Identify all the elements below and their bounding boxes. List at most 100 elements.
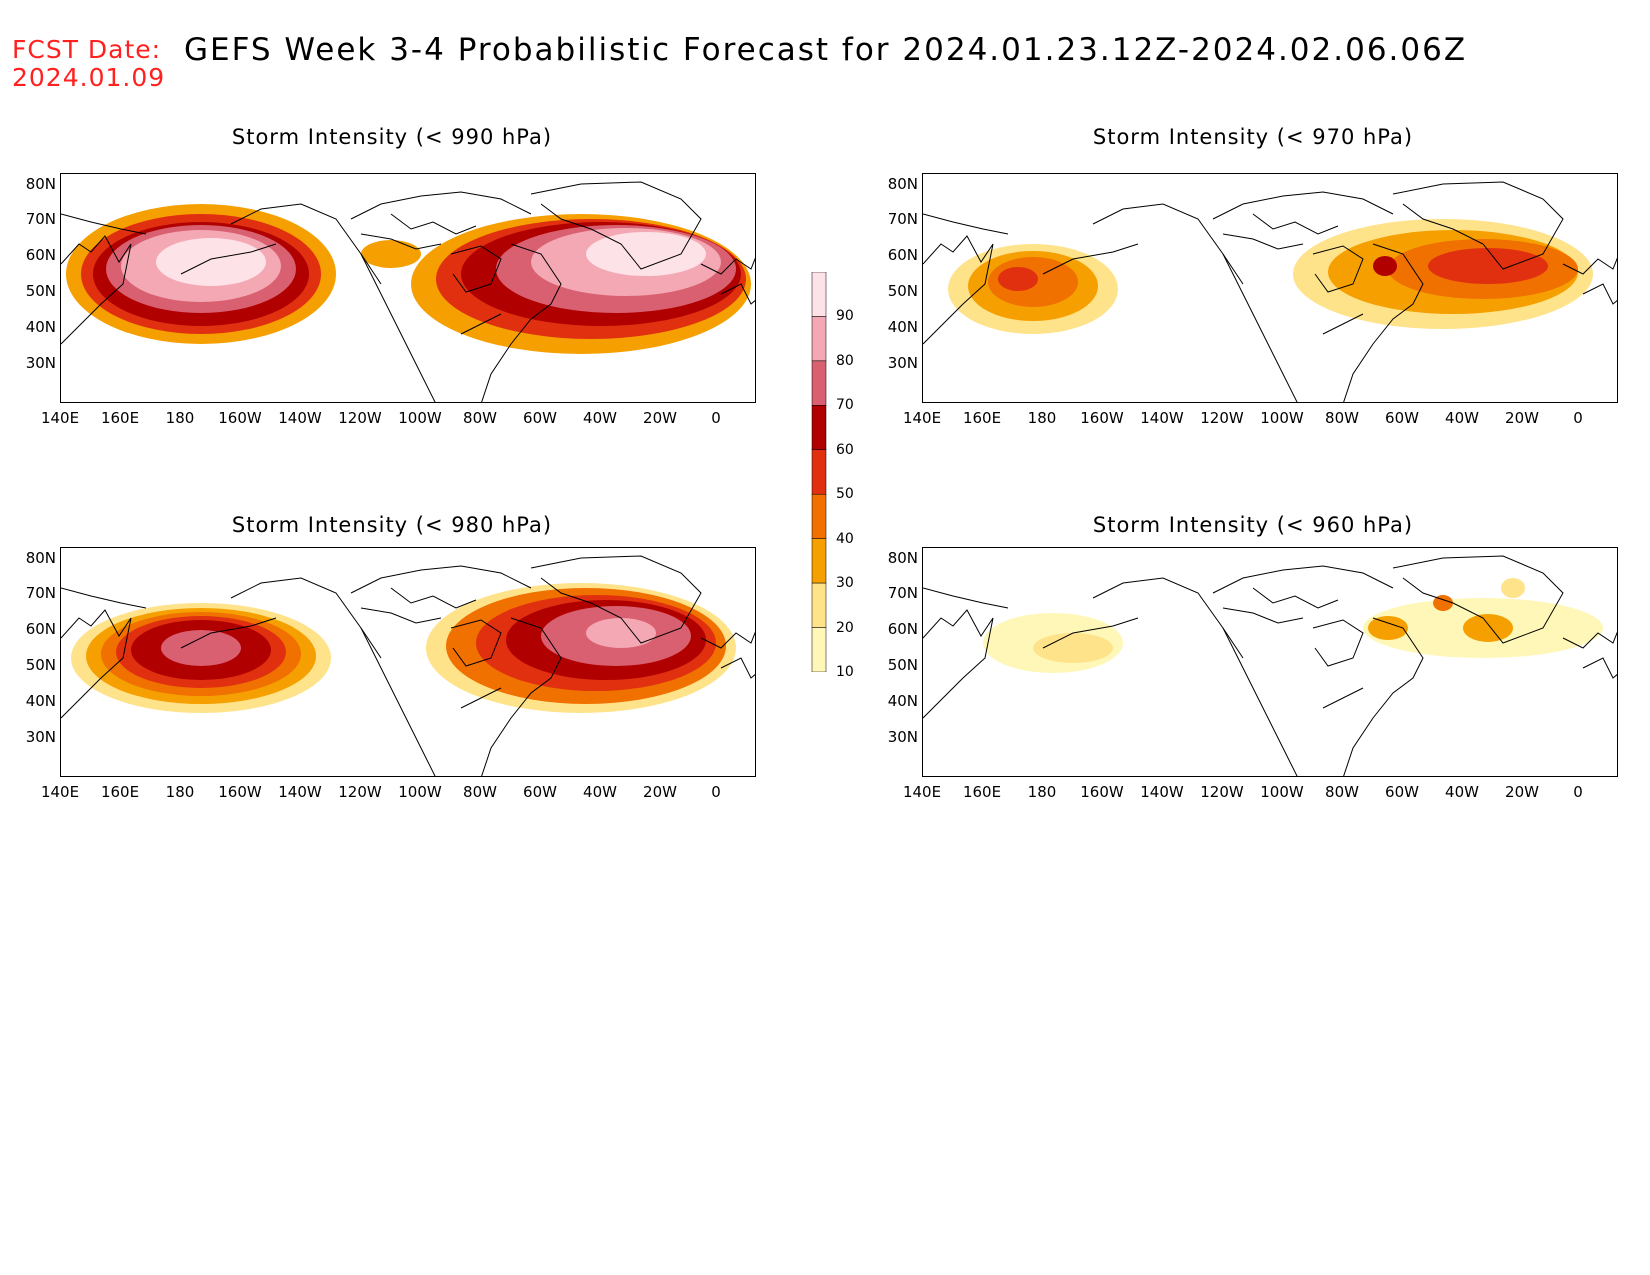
map-svg xyxy=(61,555,755,776)
coastline xyxy=(1092,577,1244,659)
latitude-label: 50N xyxy=(887,656,918,674)
coastline xyxy=(1222,607,1304,624)
coastline xyxy=(1042,243,1139,275)
coastline xyxy=(1222,233,1304,250)
coastline xyxy=(1212,565,1394,594)
coastline xyxy=(1582,657,1617,679)
latitude-label: 40N xyxy=(25,692,56,710)
colorbar-swatch xyxy=(811,493,827,539)
coastline xyxy=(481,617,562,776)
panel-title-970: Storm Intensity (< 970 hPa) xyxy=(1092,125,1414,149)
colorbar-swatch xyxy=(811,582,827,628)
latitude-label: 70N xyxy=(887,210,918,228)
longitude-label: 60W xyxy=(523,409,557,427)
coastline xyxy=(350,565,532,594)
longitude-label: 160E xyxy=(962,783,1002,801)
coastline xyxy=(61,235,132,345)
colorbar-level-label: 50 xyxy=(836,486,854,503)
latitude-label: 60N xyxy=(25,246,56,264)
colorbar-level-label: 30 xyxy=(836,575,854,592)
coastline xyxy=(1092,203,1244,285)
coastline xyxy=(180,617,277,649)
panel-title-980: Storm Intensity (< 980 hPa) xyxy=(231,513,553,537)
longitude-label: 40W xyxy=(1445,409,1479,427)
longitude-label: 20W xyxy=(643,783,677,801)
longitude-label: 180 xyxy=(1027,409,1057,427)
probability-area xyxy=(1433,595,1453,611)
probability-area xyxy=(586,232,706,276)
coastline xyxy=(460,687,502,709)
longitude-label: 160W xyxy=(1080,783,1124,801)
probability-area xyxy=(998,267,1038,291)
map-svg xyxy=(923,181,1617,402)
colorbar-level-label: 20 xyxy=(836,619,854,636)
latitude-label: 40N xyxy=(887,692,918,710)
coastline xyxy=(390,587,477,609)
colorbar-level-label: 40 xyxy=(836,530,854,547)
longitude-label: 80W xyxy=(463,409,497,427)
longitude-label: 180 xyxy=(1027,783,1057,801)
longitude-label: 160W xyxy=(218,409,262,427)
longitude-label: 0 xyxy=(1573,409,1583,427)
latitude-label: 30N xyxy=(887,728,918,746)
map-svg xyxy=(923,555,1617,776)
longitude-label: 40W xyxy=(583,409,617,427)
coastline xyxy=(530,555,702,644)
longitude-label: 40W xyxy=(583,783,617,801)
probability-colorbar xyxy=(811,272,827,672)
longitude-label: 160W xyxy=(1080,409,1124,427)
coastline xyxy=(923,235,994,345)
longitude-label: 160E xyxy=(100,409,140,427)
longitude-label: 140W xyxy=(1140,409,1184,427)
coastline xyxy=(1322,687,1364,709)
coastline xyxy=(230,577,382,659)
coastline xyxy=(360,607,442,624)
colorbar-swatch xyxy=(811,316,827,362)
coastline xyxy=(1582,283,1617,305)
map-panel-980 xyxy=(60,547,756,777)
longitude-label: 80W xyxy=(1325,409,1359,427)
latitude-label: 70N xyxy=(25,210,56,228)
coastline xyxy=(1042,617,1139,649)
coastline xyxy=(180,243,277,275)
longitude-label: 140W xyxy=(278,409,322,427)
latitude-label: 40N xyxy=(887,318,918,336)
coastline xyxy=(923,609,994,719)
coastline xyxy=(1312,245,1364,293)
longitude-label: 140W xyxy=(1140,783,1184,801)
coastline xyxy=(1562,257,1617,275)
colorbar-swatch xyxy=(811,360,827,406)
coastline xyxy=(720,283,755,305)
coastline xyxy=(1252,213,1339,235)
probability-area xyxy=(1463,614,1513,642)
longitude-label: 160E xyxy=(100,783,140,801)
coastline xyxy=(481,243,562,402)
longitude-label: 180 xyxy=(165,409,195,427)
coastline xyxy=(230,203,382,285)
coastline xyxy=(61,609,132,719)
latitude-label: 80N xyxy=(887,549,918,567)
panel-title-990: Storm Intensity (< 990 hPa) xyxy=(231,125,553,149)
coastline xyxy=(61,587,147,609)
probability-area xyxy=(156,238,266,286)
colorbar-level-label: 90 xyxy=(836,308,854,325)
longitude-label: 80W xyxy=(1325,783,1359,801)
coastline xyxy=(700,257,755,275)
latitude-label: 80N xyxy=(887,175,918,193)
longitude-label: 20W xyxy=(1505,409,1539,427)
map-panel-990 xyxy=(60,173,756,403)
colorbar-swatch xyxy=(811,405,827,451)
longitude-label: 120W xyxy=(1200,783,1244,801)
probability-area xyxy=(1501,578,1525,598)
probability-area xyxy=(1428,248,1548,284)
longitude-label: 20W xyxy=(643,409,677,427)
colorbar-swatch xyxy=(811,449,827,495)
coastline xyxy=(450,245,502,293)
coastline xyxy=(350,191,532,220)
longitude-label: 100W xyxy=(1260,409,1304,427)
colorbar-level-label: 80 xyxy=(836,352,854,369)
longitude-label: 0 xyxy=(711,409,721,427)
fcst-date-value: 2024.01.09 xyxy=(12,63,166,92)
longitude-label: 60W xyxy=(1385,783,1419,801)
longitude-label: 140E xyxy=(902,409,942,427)
